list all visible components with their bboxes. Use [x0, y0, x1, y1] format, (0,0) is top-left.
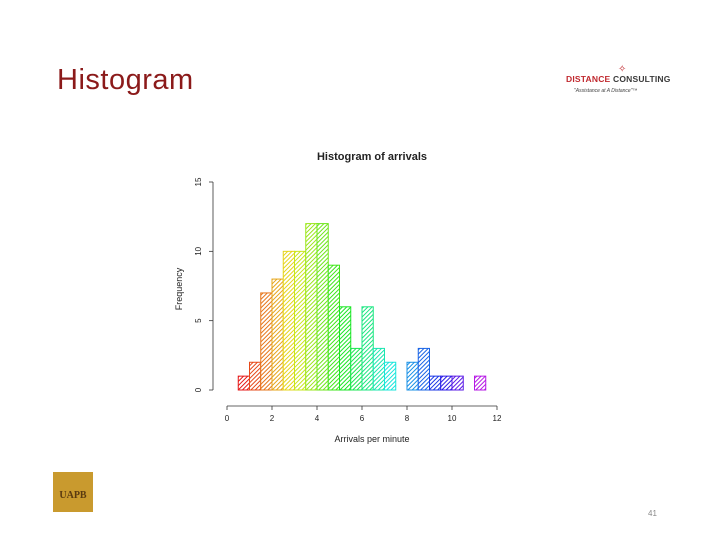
histogram-bar [305, 223, 318, 391]
histogram-bar [429, 375, 442, 391]
distance-consulting-logo: ✧ DISTANCE CONSULTING "Assistance at A D… [562, 64, 672, 100]
histogram-bar [294, 250, 307, 391]
x-tick-label: 8 [405, 414, 410, 423]
histogram-bar [339, 306, 352, 391]
x-tick-label: 6 [360, 414, 365, 423]
y-axis-label: Frequency [174, 267, 184, 310]
star-icon: ✧ [618, 64, 627, 75]
histogram-bar [384, 361, 397, 391]
logo-word-distance: DISTANCE [566, 74, 611, 84]
x-axis: 0 2 4 6 8 10 12 [225, 405, 502, 423]
x-tick-label: 10 [448, 414, 457, 423]
x-tick-label: 2 [270, 414, 275, 423]
histogram-bar [474, 375, 487, 391]
histogram-chart: Histogram of arrivals 0 5 10 15 0 2 4 6 8 10 12 A… [174, 151, 502, 444]
y-tick-label: 0 [194, 387, 203, 392]
histogram-bar [417, 347, 430, 391]
logo-tagline: "Assistance at A Distance"™ [574, 88, 638, 94]
histogram-bar [237, 375, 250, 391]
histogram-bar [440, 375, 453, 391]
histogram-bar [316, 223, 329, 391]
histogram-bar [327, 264, 340, 391]
slide-title: Histogram [57, 64, 194, 96]
histogram-bar [372, 347, 385, 391]
uapb-logo-text: UAPB [59, 490, 87, 501]
uapb-logo: UAPB [53, 472, 93, 512]
histogram-bar [249, 361, 262, 391]
y-axis: 0 5 10 15 [194, 177, 214, 392]
uapb-logo-background [53, 472, 93, 512]
histogram-bar [361, 306, 374, 391]
x-axis-label: Arrivals per minute [334, 434, 409, 444]
y-tick-label: 5 [194, 318, 203, 323]
histogram-bar [451, 375, 464, 391]
histogram-bar [406, 361, 419, 391]
logo-word-consulting: CONSULTING [612, 74, 671, 84]
histogram-bar [271, 278, 284, 391]
chart-title: Histogram of arrivals [317, 151, 427, 163]
x-tick-label: 0 [225, 414, 230, 423]
y-tick-label: 10 [194, 246, 203, 255]
x-tick-label: 12 [493, 414, 502, 423]
histogram-bar [260, 292, 273, 391]
x-tick-label: 4 [315, 414, 320, 423]
histogram-bar [282, 250, 295, 391]
y-tick-label: 15 [194, 177, 203, 186]
histogram-bar [350, 347, 363, 391]
logo-wordmark: DISTANCE CONSULTING [566, 74, 671, 84]
page-number: 41 [648, 509, 657, 518]
bars-group [237, 223, 487, 391]
